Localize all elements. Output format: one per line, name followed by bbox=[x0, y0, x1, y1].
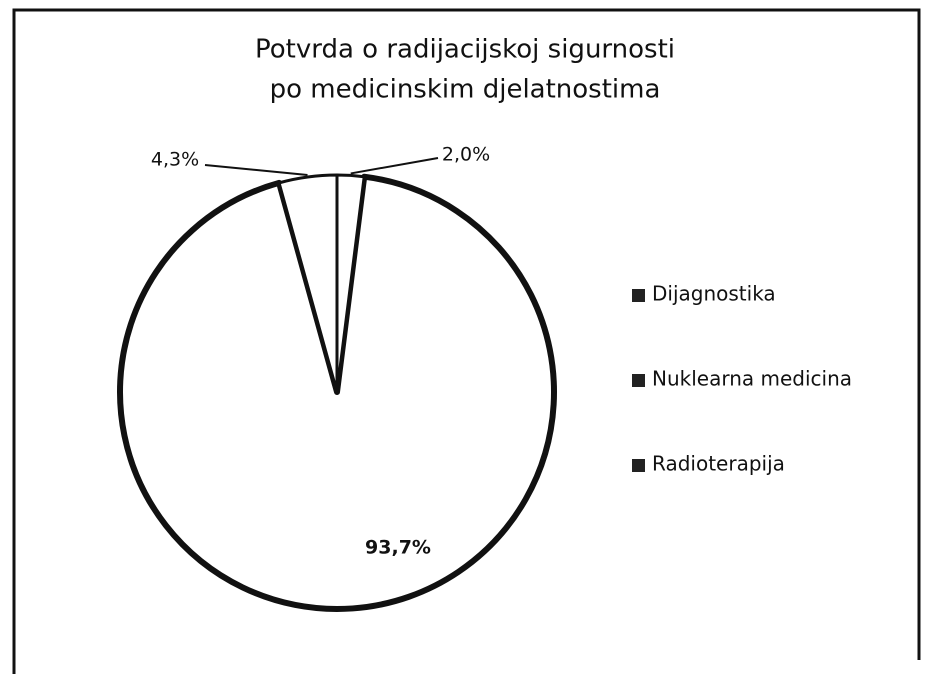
legend-label: Dijagnostika bbox=[652, 282, 776, 306]
legend-marker bbox=[632, 289, 645, 302]
data-label: 93,7% bbox=[365, 537, 431, 559]
leader-line bbox=[350, 157, 439, 175]
legend-marker bbox=[632, 374, 645, 387]
leader-line bbox=[204, 164, 308, 176]
legend-marker bbox=[632, 459, 645, 472]
chart-frame bbox=[12, 8, 921, 674]
chart-title: Potvrda o radijacijskoj sigurnosti bbox=[255, 35, 675, 65]
pie-slice bbox=[335, 173, 366, 394]
data-label: 2,0% bbox=[442, 144, 490, 166]
legend-label: Nuklearna medicina bbox=[652, 367, 852, 391]
chart-title: po medicinskim djelatnostima bbox=[270, 75, 661, 105]
data-label: 4,3% bbox=[151, 149, 199, 171]
legend-label: Radioterapija bbox=[652, 452, 785, 476]
